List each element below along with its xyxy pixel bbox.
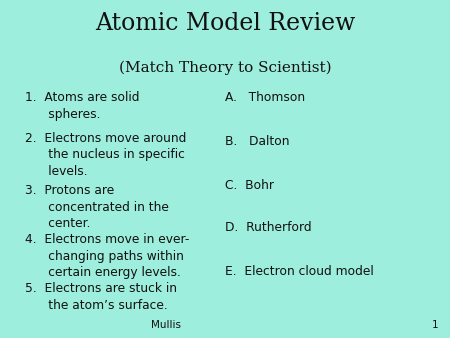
- Text: Atomic Model Review: Atomic Model Review: [95, 12, 355, 35]
- Text: 3.  Protons are
      concentrated in the
      center.: 3. Protons are concentrated in the cente…: [25, 184, 169, 230]
- Text: A.   Thomson: A. Thomson: [225, 91, 305, 104]
- Text: E.  Electron cloud model: E. Electron cloud model: [225, 265, 374, 278]
- Text: 1.  Atoms are solid
      spheres.: 1. Atoms are solid spheres.: [25, 91, 139, 121]
- Text: 5.  Electrons are stuck in
      the atom’s surface.: 5. Electrons are stuck in the atom’s sur…: [25, 282, 177, 312]
- Text: 4.  Electrons move in ever-
      changing paths within
      certain energy lev: 4. Electrons move in ever- changing path…: [25, 233, 189, 279]
- Text: C.  Bohr: C. Bohr: [225, 179, 274, 192]
- Text: 2.  Electrons move around
      the nucleus in specific
      levels.: 2. Electrons move around the nucleus in …: [25, 132, 186, 178]
- Text: B.   Dalton: B. Dalton: [225, 135, 289, 148]
- Text: Mullis: Mullis: [152, 319, 181, 330]
- Text: (Match Theory to Scientist): (Match Theory to Scientist): [119, 61, 331, 75]
- Text: 1: 1: [432, 319, 439, 330]
- Text: D.  Rutherford: D. Rutherford: [225, 221, 311, 234]
